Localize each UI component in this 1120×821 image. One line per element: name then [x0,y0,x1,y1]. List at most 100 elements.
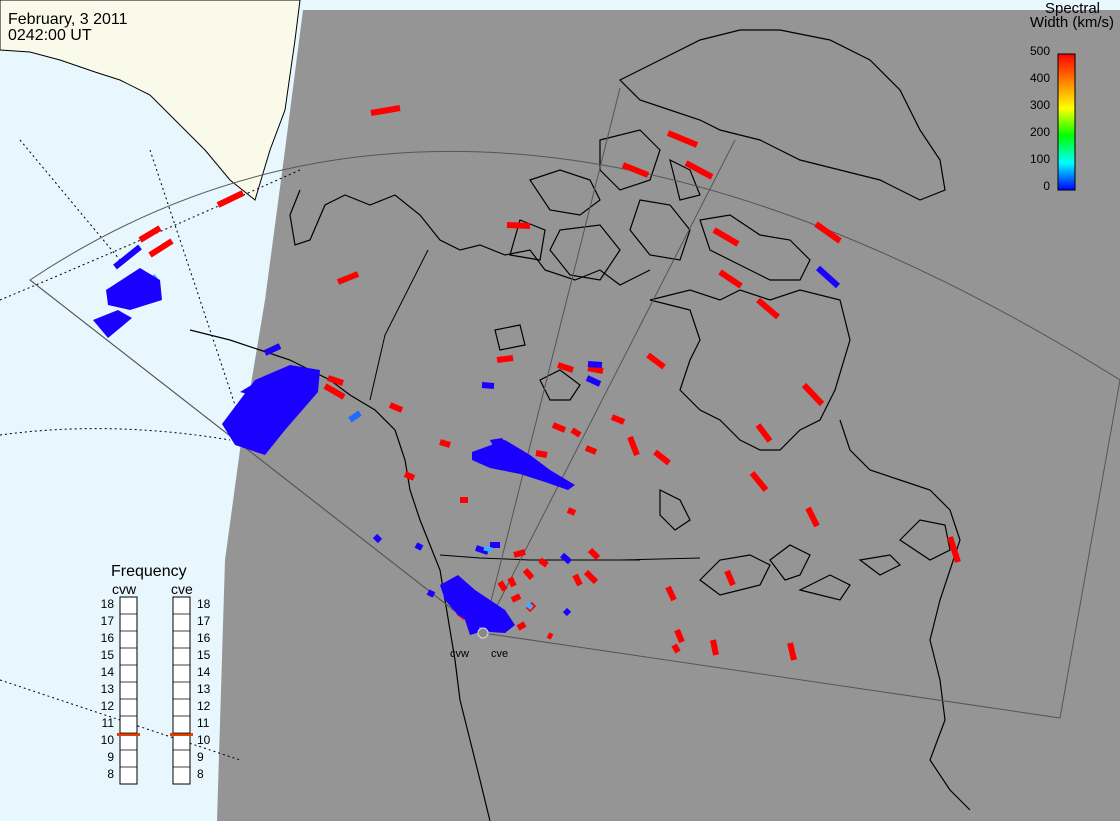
scatter-cell [546,632,554,640]
scatter-cell [787,642,797,661]
scatter-cell [566,507,577,516]
radar-label-cve: cve [491,648,508,660]
scatter-cell [516,621,527,631]
scatter-cell [372,533,383,544]
scatter-cell [535,450,548,458]
scatter-cell [646,352,666,370]
frequency-level-label: 12 [101,699,115,713]
header-time: 0242:00 UT [8,27,92,44]
borders [369,249,701,561]
radar-label-cvw: cvw [450,648,469,660]
scatter-patch [106,268,162,310]
frequency-radar-label-cvw: cvw [112,581,137,597]
frequency-level-label: 14 [101,665,115,679]
colorbar-tick: 100 [1030,152,1050,166]
scatter-cell [551,422,567,433]
radar-fov [29,87,1120,719]
scatter-cell [336,271,360,285]
scatter-cell [587,547,601,561]
scatter-cell [587,365,604,374]
scatter-cell [513,549,526,558]
frequency-level-label: 17 [197,614,211,628]
frequency-level-label: 10 [197,733,211,747]
frequency-level-label: 15 [101,648,115,662]
scatter-cell [138,225,162,243]
scatter-cell [557,362,574,373]
colorbar-tick: 0 [1043,179,1050,193]
frequency-level-label: 13 [101,682,115,696]
frequency-level-label: 17 [101,614,115,628]
scatter-cell [323,383,346,400]
scatter-cell [710,639,719,656]
frequency-level-label: 18 [197,597,211,611]
scatter-patch [440,575,515,633]
scatter-cell [327,375,344,386]
sunlit-land [0,0,301,201]
frequency-title: Frequency [111,563,187,580]
scatter-cell [522,568,535,580]
scatter-cell [483,545,493,553]
scatter-cell [507,576,517,588]
frequency-level-label: 8 [107,767,114,781]
scatter-cell [666,130,699,148]
scatter-patch [93,310,132,338]
frequency-level-label: 15 [197,648,211,662]
scatter-cell [756,297,780,320]
scatter-cell [562,607,572,617]
scatter-patch [222,365,320,455]
scatter-cell [665,585,677,602]
frequency-ladder-cvw [119,596,138,785]
coastlines [189,29,971,821]
scatter-cell [627,435,640,457]
scatter-cell [426,589,436,598]
scatter-cell [388,402,404,413]
scatter-patch [490,438,510,452]
colorbar-title-line2: Width (km/s) [1030,14,1114,31]
scatter-cell [674,628,685,644]
frequency-level-label: 10 [101,733,115,747]
scatter-cell [718,269,743,289]
scatter-patch [240,375,290,400]
scatter-cell [724,569,736,587]
frequency-level-label: 14 [197,665,211,679]
colorbar-ticks: 500 400 300 200 100 0 [1030,44,1050,193]
scatter-cell [403,471,416,481]
frequency-level-label: 11 [197,716,210,730]
scatter-cell [572,573,583,587]
scatter-patch [472,440,575,490]
scatter-cell [815,265,841,289]
radar-scatter [93,105,961,661]
frequency-radar-label-cve: cve [171,581,193,597]
scatter-cell [113,244,142,270]
scatter-cell [496,355,514,363]
scatter-cell [653,449,671,466]
colorbar-title-line1: Spectral [1045,0,1100,17]
scatter-cell [712,227,740,247]
scatter-cell [947,536,961,563]
frequency-ladder-cve [172,596,191,785]
colorbar-tick: 300 [1030,98,1050,112]
scatter-cell [497,580,508,592]
scatter-cell [749,471,769,492]
scatter-cell [475,545,489,555]
colorbar-tick: 200 [1030,125,1050,139]
scatter-cell [805,506,820,528]
scatter-cell [671,643,681,654]
scatter-cell [370,105,401,116]
scatter-cell [216,190,245,208]
scatter-cell [684,160,714,180]
colorbar-tick: 500 [1030,44,1050,58]
frequency-level-label: 16 [101,631,115,645]
frequency-level-label: 13 [197,682,211,696]
scatter-cell [755,423,773,443]
scatter-cell [148,238,174,258]
night-region [217,10,1120,821]
scatter-cell [587,361,603,368]
scatter-cell [348,410,362,423]
scatter-cell [510,593,522,603]
frequency-level-label: 9 [107,750,114,764]
header-date: February, 3 2011 [8,11,128,28]
frequency-level-label: 11 [102,716,115,730]
frequency-level-label: 12 [197,699,211,713]
